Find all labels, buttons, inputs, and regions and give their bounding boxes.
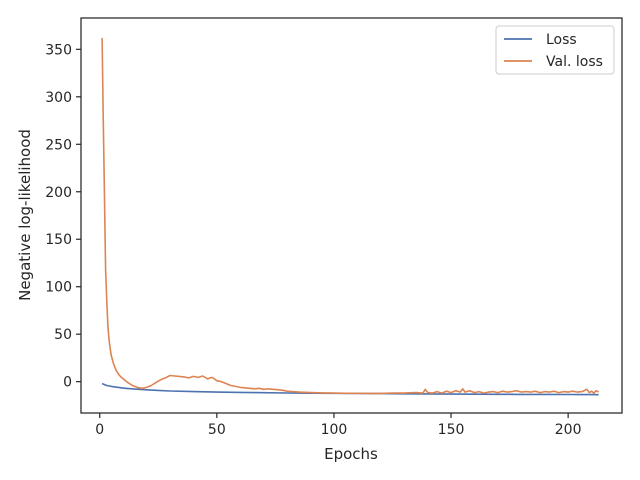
plot-area: 0 50 100 150 200 0 50 100 150 200 250 300 350 <box>45 17 623 438</box>
y-tick-label: 300 <box>45 90 72 106</box>
x-tick-label: 100 <box>321 422 348 438</box>
legend-box <box>495 25 615 75</box>
x-tick-label: 200 <box>555 422 582 438</box>
y-axis-label: Negative log-likelihood <box>16 129 34 301</box>
legend: Loss Val. loss <box>495 25 615 75</box>
y-tick-label: 150 <box>45 232 72 248</box>
legend-label-loss: Loss <box>546 32 577 48</box>
series-line-val-loss <box>101 37 600 395</box>
y-tick-label: 100 <box>45 280 72 296</box>
x-tick-label: 150 <box>438 422 465 438</box>
series-lines <box>101 37 600 396</box>
y-axis: 0 50 100 150 200 250 300 350 <box>45 42 81 391</box>
legend-label-val-loss: Val. loss <box>546 54 603 70</box>
y-tick-label: 50 <box>54 327 72 343</box>
x-tick-label: 0 <box>95 422 104 438</box>
axes-frame <box>80 17 623 414</box>
y-tick-label: 250 <box>45 137 72 153</box>
x-axis-label: Epochs <box>324 445 378 463</box>
x-axis: 0 50 100 150 200 <box>95 413 582 438</box>
y-tick-label: 0 <box>63 375 72 391</box>
y-tick-label: 350 <box>45 42 72 58</box>
y-tick-label: 200 <box>45 185 72 201</box>
x-tick-label: 50 <box>208 422 226 438</box>
